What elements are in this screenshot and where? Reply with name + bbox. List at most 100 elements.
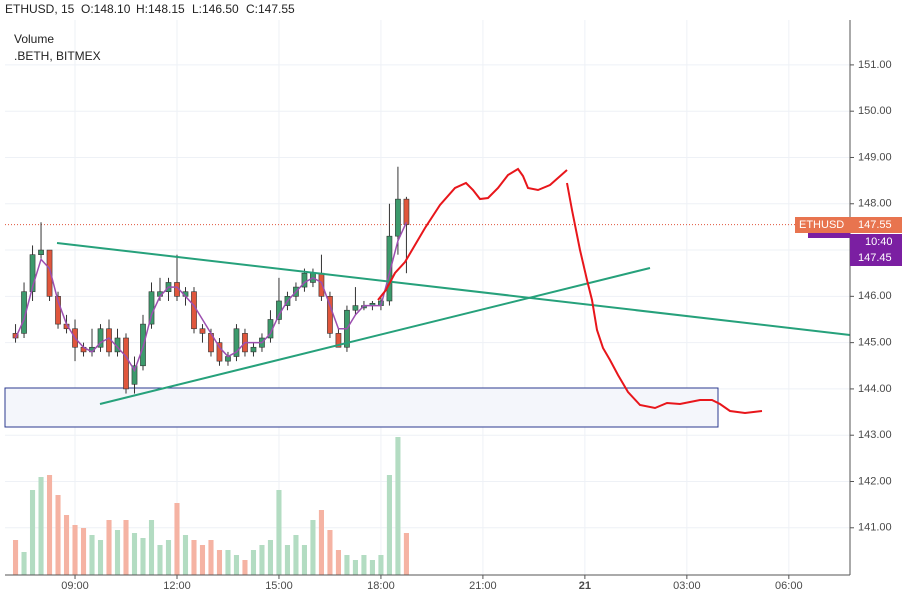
candle-body — [12, 333, 19, 339]
volume-bar — [386, 475, 392, 575]
candle-body — [301, 272, 308, 288]
trend-line — [99, 267, 651, 405]
volume-bar — [259, 545, 265, 575]
volume-bar — [378, 555, 384, 575]
open: O:148.10 — [81, 2, 131, 16]
y-tick-label: 144.00 — [858, 383, 892, 395]
candle-body — [191, 291, 197, 330]
volume-bar — [55, 495, 61, 575]
candle-body — [46, 249, 53, 297]
candle-body — [335, 333, 342, 348]
volume-bar — [140, 538, 146, 575]
volume-bar — [361, 555, 367, 575]
high: H:148.15 — [136, 2, 185, 16]
volume-bar — [276, 490, 282, 575]
volume-bar — [12, 540, 19, 575]
badge — [850, 217, 902, 233]
trend-line — [56, 242, 851, 336]
volume-bar — [165, 540, 172, 575]
x-tick-label: 21 — [579, 580, 591, 592]
candle-body — [216, 342, 223, 362]
candle-body — [38, 249, 44, 255]
study-source: .BETH, BITMEX — [14, 49, 101, 63]
candle-body — [352, 305, 359, 311]
volume-bar — [123, 520, 129, 575]
candle-body — [318, 272, 325, 297]
volume-bar — [352, 560, 358, 575]
candle-body — [233, 328, 240, 357]
volume-bar — [293, 535, 299, 575]
badge — [795, 217, 850, 233]
moving-average — [14, 221, 408, 373]
low: L:146.50 — [192, 2, 239, 16]
x-tick-label: 09:00 — [61, 580, 89, 592]
volume-bar — [29, 490, 36, 575]
volume-bar — [301, 545, 308, 575]
candles — [5, 166, 850, 394]
candle-body — [29, 254, 36, 293]
volume-bar — [369, 560, 375, 575]
candle-body — [97, 328, 104, 348]
y-tick-label: 149.00 — [858, 151, 892, 163]
range-box — [4, 387, 719, 428]
candle-body — [276, 300, 282, 320]
candle-body — [395, 198, 401, 237]
study-title: Volume — [14, 32, 54, 46]
volume-bar — [284, 545, 291, 575]
volume-bar — [403, 533, 409, 575]
volume-bar — [21, 552, 27, 575]
close: C:147.55 — [246, 2, 295, 16]
volume-bar — [267, 540, 274, 575]
countdown: 10:40 — [865, 236, 893, 248]
volume-bar — [216, 550, 223, 575]
volume-bar — [191, 540, 197, 575]
volume-bar — [38, 477, 44, 575]
volume-bar — [233, 555, 240, 575]
volume-bar — [199, 545, 206, 575]
volume-bar — [114, 530, 121, 575]
y-tick-label: 146.00 — [858, 290, 892, 302]
volume-bar — [344, 555, 350, 575]
candle-body — [55, 296, 61, 325]
x-tick-label: 03:00 — [673, 580, 701, 592]
bid-price: 147.45 — [858, 252, 892, 264]
y-tick-label: 150.00 — [858, 105, 892, 117]
y-tick-label: 151.00 — [858, 59, 892, 71]
x-tick-label: 06:00 — [775, 580, 803, 592]
last-symbol: ETHUSD — [799, 219, 844, 231]
x-tick-label: 21:00 — [469, 580, 497, 592]
volume-bar — [335, 550, 341, 575]
volume-bar — [310, 520, 316, 575]
volume-bar — [89, 535, 95, 575]
badge — [850, 250, 902, 266]
volume-bar — [46, 475, 53, 575]
volume-bar — [318, 510, 324, 575]
volume-bar — [157, 545, 163, 575]
x-tick-label: 18:00 — [367, 580, 395, 592]
candle-body — [131, 365, 138, 385]
volume-bar — [242, 560, 248, 575]
volume-bar — [174, 503, 180, 575]
x-tick-label: 12:00 — [163, 580, 191, 592]
volume-bar — [182, 535, 189, 575]
volume-bar — [63, 515, 70, 575]
y-tick-label: 143.00 — [858, 429, 892, 441]
last-price: 147.55 — [858, 219, 892, 231]
y-tick-label: 141.00 — [858, 522, 892, 534]
candle-body — [403, 198, 410, 225]
candle-body — [123, 337, 129, 390]
candle-body — [199, 328, 206, 334]
volume-bar — [250, 550, 257, 575]
volume-bar — [148, 520, 155, 575]
y-tick-label: 142.00 — [858, 475, 892, 487]
symbol: ETHUSD, 15 — [5, 2, 75, 16]
badge — [808, 229, 850, 238]
volume-pane — [12, 437, 409, 575]
volume-bar — [225, 550, 231, 575]
volume-bar — [80, 528, 87, 575]
candle-body — [250, 346, 257, 353]
x-tick-label: 15:00 — [265, 580, 293, 592]
axes: 141.00 142.00 143.00 144.00 145.00 146.00 147.… — [61, 59, 891, 592]
